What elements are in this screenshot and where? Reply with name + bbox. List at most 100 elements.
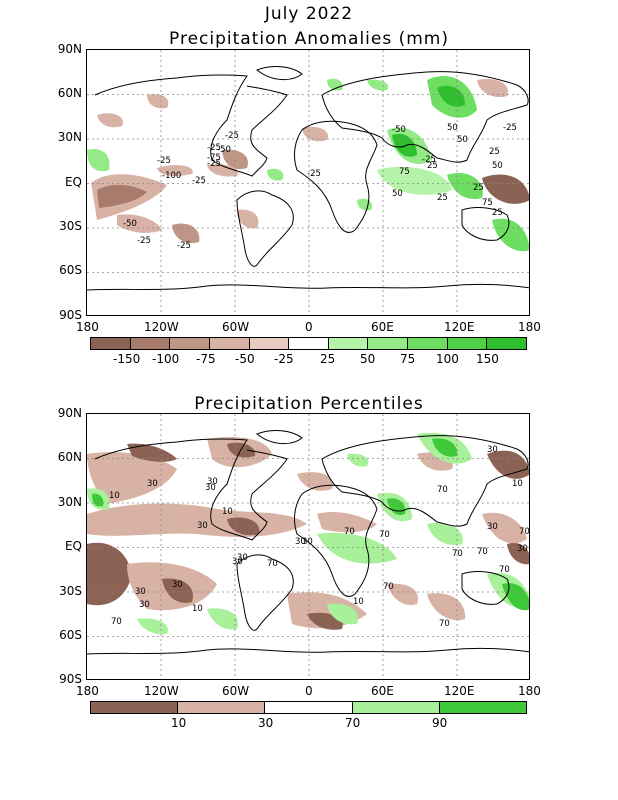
contour-label: 70 xyxy=(267,559,278,569)
lon-label: 60W xyxy=(222,320,250,334)
colorbar-swatch xyxy=(408,338,448,349)
contour-label: 25 xyxy=(437,193,448,203)
lat-label: 60N xyxy=(57,450,82,464)
contour-label: 70 xyxy=(111,617,122,627)
contour-label: 50 xyxy=(457,135,468,145)
contour-label: -100 xyxy=(162,171,181,181)
colorbar-label: -100 xyxy=(152,352,180,366)
lat-label: 30S xyxy=(59,219,82,233)
colorbar-swatch xyxy=(91,338,131,349)
lon-label: 120E xyxy=(444,684,475,698)
lat-label: 60S xyxy=(59,263,82,277)
contour-label: 30 xyxy=(517,544,528,554)
contour-label: -50 xyxy=(392,125,406,135)
contour-label: 30 xyxy=(139,600,150,610)
lat-label: EQ xyxy=(64,175,82,189)
colorbar-label: 70 xyxy=(345,716,361,730)
percentile-map: 10 30 30 30 10 30 30 70 30 70 70 30 70 7… xyxy=(86,413,530,680)
contour-label: 30 xyxy=(232,557,243,567)
contour-label: 25 xyxy=(489,147,500,157)
anomaly-gridlines xyxy=(87,50,529,315)
percentile-gridlines xyxy=(87,414,529,679)
contour-label: 10 xyxy=(109,491,120,501)
contour-label: 50 xyxy=(392,189,403,199)
contour-label: 30 xyxy=(197,521,208,531)
contour-label: 70 xyxy=(344,527,355,537)
colorbar-label: -75 xyxy=(196,352,216,366)
colorbar-label: 10 xyxy=(171,716,187,730)
colorbar-label: 90 xyxy=(432,716,448,730)
lat-label: EQ xyxy=(64,539,82,553)
contour-label: -25 xyxy=(422,155,436,165)
percentile-coastlines xyxy=(87,430,529,655)
colorbar-swatch xyxy=(178,702,266,713)
page-title: July 2022 xyxy=(264,4,354,24)
lat-label: 90S xyxy=(59,672,82,686)
contour-label: 25 xyxy=(427,161,438,171)
contour-label: 30 xyxy=(205,483,216,493)
lat-label: 90N xyxy=(57,406,82,420)
contour-label: -25 xyxy=(207,159,221,169)
contour-label: 25 xyxy=(492,208,503,218)
contour-label: 70 xyxy=(477,547,488,557)
anomaly-shading xyxy=(87,75,529,252)
contour-label: 10 xyxy=(192,604,203,614)
colorbar-swatch xyxy=(209,338,250,349)
contour-label: 30 xyxy=(295,537,306,547)
contour-label: -25 xyxy=(207,143,221,153)
percentile-contour-labels: 10 30 30 30 10 30 30 70 30 70 70 30 70 7… xyxy=(109,445,530,629)
contour-label: 70 xyxy=(383,582,394,592)
colorbar-swatch xyxy=(328,338,369,349)
colorbar-label: 25 xyxy=(320,352,336,366)
percentile-panel-title: Precipitation Percentiles xyxy=(194,394,424,414)
lon-label: 60E xyxy=(371,320,394,334)
anomaly-panel-title: Precipitation Anomalies (mm) xyxy=(169,29,449,49)
colorbar-swatch xyxy=(170,338,210,349)
contour-label: -50 xyxy=(123,219,137,229)
contour-label: 30 xyxy=(147,479,158,489)
lat-label: 30S xyxy=(59,584,82,598)
anomaly-coastlines xyxy=(87,66,529,291)
lon-label: 60E xyxy=(371,684,394,698)
anomaly-map: -25 -25 -25 -50 -25 -100 -25 -25 -75 -50… xyxy=(86,49,530,316)
lon-label: 180 xyxy=(518,320,541,334)
percentile-shading xyxy=(87,432,529,635)
contour-label: -25 xyxy=(503,123,517,133)
contour-label: 30 xyxy=(302,537,313,547)
contour-label: -25 xyxy=(192,176,206,186)
contour-label: 30 xyxy=(207,477,218,487)
contour-label: 70 xyxy=(452,549,463,559)
lon-label: 120W xyxy=(144,684,179,698)
colorbar-label: -25 xyxy=(274,352,294,366)
contour-label: -25 xyxy=(225,131,239,141)
colorbar-swatch xyxy=(289,338,329,349)
colorbar-label: -50 xyxy=(235,352,255,366)
lon-label: 180 xyxy=(76,320,99,334)
lon-label: 120W xyxy=(144,320,179,334)
colorbar-label: 75 xyxy=(400,352,416,366)
contour-label: -75 xyxy=(207,153,221,163)
contour-label: 70 xyxy=(439,619,450,629)
lon-label: 180 xyxy=(518,684,541,698)
lat-label: 60N xyxy=(57,86,82,100)
contour-label: 70 xyxy=(437,485,448,495)
colorbar-swatch xyxy=(439,702,527,713)
contour-label: 30 xyxy=(237,553,248,563)
lon-label: 180 xyxy=(76,684,99,698)
lon-label: 0 xyxy=(305,684,313,698)
contour-label: 70 xyxy=(519,527,530,537)
lat-label: 30N xyxy=(57,130,82,144)
contour-label: 50 xyxy=(447,123,458,133)
contour-label: 10 xyxy=(353,597,364,607)
contour-label: 30 xyxy=(172,580,183,590)
contour-label: 30 xyxy=(135,587,146,597)
lon-label: 120E xyxy=(444,320,475,334)
lon-label: 60W xyxy=(222,684,250,698)
colorbar-swatch xyxy=(447,338,488,349)
colorbar-label: 150 xyxy=(476,352,499,366)
colorbar-label: 100 xyxy=(436,352,459,366)
lat-label: 60S xyxy=(59,628,82,642)
colorbar-swatch xyxy=(249,338,290,349)
lat-label: 90N xyxy=(57,42,82,56)
colorbar-swatch xyxy=(91,702,179,713)
